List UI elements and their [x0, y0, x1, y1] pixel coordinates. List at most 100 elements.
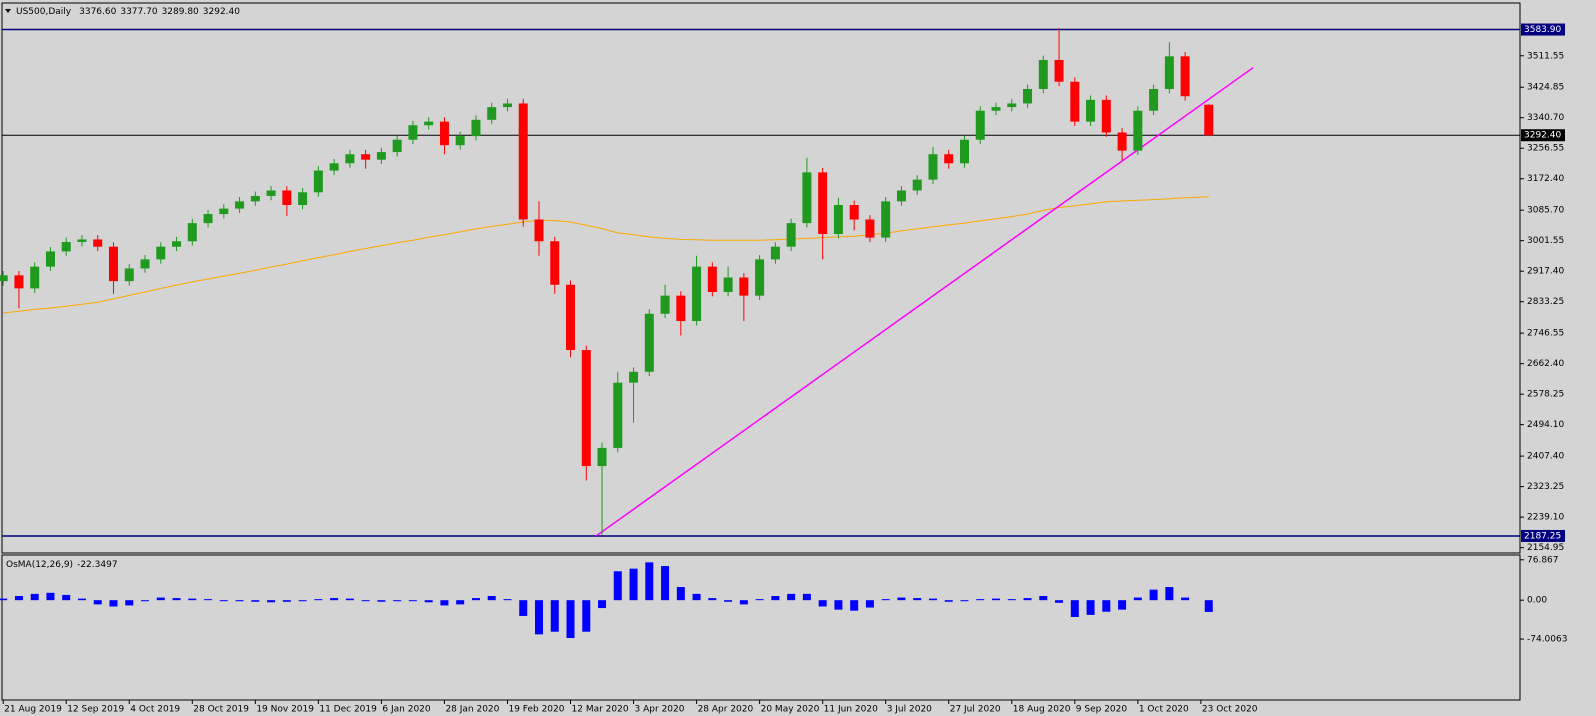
candle-body: [140, 259, 150, 269]
indicator-bar: [1204, 600, 1213, 612]
indicator-bar: [1102, 600, 1111, 612]
candle-body: [818, 172, 828, 235]
candle-body: [928, 154, 938, 180]
indicator-bar: [1165, 587, 1174, 601]
indicator-bar: [692, 593, 701, 601]
indicator-bar: [897, 597, 906, 601]
price-label-box: [1521, 129, 1565, 142]
candle-body: [14, 275, 24, 289]
indicator-bar: [219, 600, 228, 602]
candle-body: [392, 139, 402, 153]
y-tick-label: 2917.40: [1527, 267, 1564, 277]
candle-body: [313, 170, 323, 193]
x-tick-label: 11 Jun 2020: [824, 705, 878, 715]
x-tick-label: 4 Oct 2019: [130, 705, 180, 715]
x-tick-label: 11 Dec 2019: [319, 705, 377, 715]
y-tick-label: 2154.95: [1527, 543, 1564, 553]
price-label: 3292.40: [1524, 131, 1561, 141]
candle-body: [944, 154, 954, 164]
symbol-title: US500,Daily: [16, 7, 72, 17]
candle-body: [45, 251, 55, 267]
indicator-bar: [818, 600, 827, 607]
candle-body: [849, 204, 859, 220]
y-tick-label: 2746.55: [1527, 329, 1564, 339]
indicator-bar: [330, 598, 339, 601]
price-label: 3583.90: [1524, 25, 1561, 35]
indicator-bar: [566, 600, 575, 639]
indicator-bar: [1070, 600, 1079, 617]
x-tick-label: 28 Jan 2020: [445, 705, 499, 715]
candle-body: [1133, 110, 1143, 151]
indicator-bar: [802, 593, 811, 601]
candle-body: [172, 241, 182, 247]
candle-body: [1054, 59, 1064, 82]
x-tick-label: 20 May 2020: [761, 705, 820, 715]
x-tick-label: 1 Oct 2020: [1139, 705, 1189, 715]
indicator-bar: [960, 600, 969, 602]
indicator-title: OsMA(12,26,9): [6, 560, 73, 570]
x-tick-label: 3 Jul 2020: [887, 705, 932, 715]
indicator-bar: [503, 599, 512, 601]
x-tick-label: 18 Aug 2020: [1013, 705, 1071, 715]
candle-body: [1070, 81, 1080, 122]
candle-body: [975, 110, 985, 140]
indicator-bar: [109, 600, 118, 607]
header-open: 3376.60: [79, 7, 116, 17]
candle-body: [30, 266, 40, 289]
indicator-bar: [881, 599, 890, 601]
candle-body: [755, 259, 765, 296]
candle-body: [912, 179, 922, 191]
candle-body: [692, 266, 702, 322]
candle-body: [833, 204, 843, 235]
candle-body: [1164, 56, 1174, 89]
indicator-bar: [172, 598, 181, 601]
indicator-bar: [1133, 597, 1142, 601]
indicator-bar: [0, 598, 8, 601]
price-label-box: [1521, 23, 1565, 36]
indicator-bar: [992, 598, 1001, 601]
indicator-bar: [834, 600, 843, 610]
candle-body: [408, 125, 418, 140]
indicator-bar: [519, 600, 528, 616]
y-tick-label: 3424.85: [1527, 83, 1564, 93]
candle-body: [1101, 99, 1111, 133]
indicator-bar: [314, 599, 323, 601]
candle-body: [566, 284, 576, 351]
y-tick-label: 2578.25: [1527, 390, 1564, 400]
indicator-bar: [235, 600, 244, 602]
candle-body: [187, 223, 197, 242]
candle-body: [1023, 88, 1033, 104]
candle-body: [1117, 132, 1127, 151]
indicator-bar: [1055, 600, 1064, 603]
candle-body: [644, 313, 654, 372]
header: US500,Daily 3376.60 3377.70 3289.80 3292.40: [16, 7, 240, 17]
menu-arrow[interactable]: [5, 9, 11, 13]
indicator-y-tick-label: 76.867: [1527, 555, 1559, 565]
candle-body: [361, 154, 371, 160]
x-tick-label: 28 Apr 2020: [698, 705, 754, 715]
candle-body: [1086, 99, 1096, 122]
candle-body: [282, 190, 292, 205]
x-tick-label: 12 Sep 2019: [67, 705, 124, 715]
candle-body: [235, 201, 245, 209]
indicator-bar: [928, 598, 937, 601]
x-tick-label: 19 Nov 2019: [256, 705, 314, 715]
y-tick-label: 2239.10: [1527, 513, 1564, 523]
candle-body: [802, 172, 812, 224]
indicator-bar: [755, 599, 764, 601]
header-close: 3292.40: [203, 7, 240, 17]
candle-body: [881, 201, 891, 238]
y-tick-label: 2323.25: [1527, 482, 1564, 492]
candle-body: [250, 195, 260, 202]
candle-body: [597, 447, 607, 467]
header-high: 3377.70: [120, 7, 157, 17]
indicator-bar: [661, 566, 670, 601]
indicator-bar: [550, 600, 559, 632]
indicator-bar: [46, 592, 55, 601]
candle-body: [581, 350, 591, 467]
x-tick-label: 21 Aug 2019: [4, 705, 62, 715]
price-label: 2187.25: [1524, 531, 1561, 541]
indicator-y-tick-label: -74.0063: [1527, 635, 1567, 645]
